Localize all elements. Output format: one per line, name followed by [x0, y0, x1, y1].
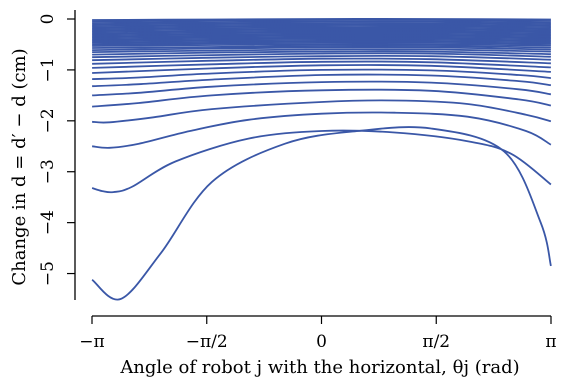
series-line-30	[92, 25, 551, 29]
series-line-17	[92, 44, 551, 49]
series-line-28	[92, 28, 551, 32]
y-tick-label: 0	[38, 14, 58, 25]
x-tick-label: π/2	[422, 332, 450, 352]
y-tick-label: −4	[38, 210, 58, 235]
series-line-15	[92, 48, 551, 53]
x-tick-label: −π	[79, 332, 104, 352]
series-line-32	[92, 22, 551, 26]
y-tick-label: −1	[38, 57, 58, 82]
y-tick-label: −5	[38, 261, 58, 286]
series-line-12	[92, 54, 551, 62]
y-axis-label: Change in d = d′ − d (cm)	[9, 48, 30, 285]
y-axis-ticks: 0 −1 −2 −3 −4 −5	[38, 14, 75, 286]
series-line-10	[92, 60, 551, 69]
data-series	[91, 18, 552, 301]
series-line-25	[92, 32, 551, 37]
series-line-3	[92, 111, 552, 149]
series-line-20	[92, 40, 551, 44]
series-line-1	[91, 126, 552, 301]
series-line-31	[92, 23, 551, 27]
series-line-22	[92, 37, 551, 41]
series-line-24	[92, 34, 551, 38]
series-line-27	[92, 29, 551, 34]
y-tick-label: −2	[38, 108, 58, 133]
series-line-9	[92, 64, 551, 74]
series-line-6	[92, 80, 552, 97]
series-line-8	[92, 68, 551, 80]
series-line-11	[92, 57, 551, 65]
series-line-29	[92, 26, 551, 31]
x-axis-ticks: −π −π/2 0 π/2 π	[79, 316, 557, 352]
series-line-35	[92, 18, 551, 21]
y-tick-label: −3	[38, 159, 58, 184]
series-line-34	[92, 18, 551, 23]
x-tick-label: −π/2	[186, 332, 228, 352]
series-line-33	[92, 20, 551, 24]
x-tick-label: 0	[316, 332, 327, 352]
series-line-5	[92, 88, 552, 108]
series-line-7	[92, 73, 552, 88]
series-line-4	[92, 99, 552, 124]
series-line-2	[91, 129, 552, 194]
series-line-19	[92, 41, 551, 46]
series-line-14	[92, 50, 551, 56]
x-tick-label: π	[545, 332, 556, 352]
series-line-21	[92, 38, 551, 43]
series-line-23	[92, 35, 551, 40]
series-line-18	[92, 43, 551, 47]
series-line-26	[92, 31, 551, 35]
series-line-16	[92, 46, 551, 51]
x-axis-label: Angle of robot j with the horizontal, θj…	[119, 357, 519, 378]
series-line-13	[92, 52, 551, 59]
